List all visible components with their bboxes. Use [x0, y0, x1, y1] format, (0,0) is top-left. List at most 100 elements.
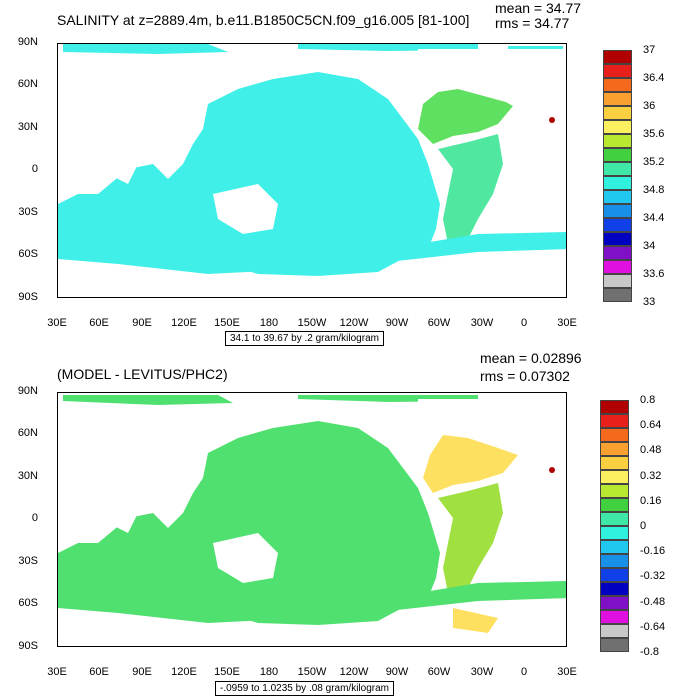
lat-label: 60N — [17, 427, 38, 439]
colorbar-swatch — [600, 568, 629, 582]
colorbar-swatch — [600, 484, 629, 498]
lat-label: 90S — [18, 640, 38, 652]
colorbar-swatch — [603, 232, 632, 246]
colorbar-swatch — [603, 190, 632, 204]
colorbar: 0.8 0.64 0.48 0.32 0.16 0 -0.16 -0.32 -0.48 -0.64… — [600, 394, 695, 658]
colorbar-label: -0.64 — [640, 620, 666, 633]
north-atlantic — [418, 89, 513, 144]
colorbar-swatch — [600, 540, 629, 554]
colorbar-swatch — [603, 218, 632, 232]
lon-label: 120W — [339, 666, 369, 678]
panel-title: SALINITY at z=2889.4m, b.e11.B1850C5CN.f… — [57, 12, 470, 28]
rms-value: rms = 0.07302 — [480, 368, 570, 384]
colorbar-swatch — [603, 288, 632, 302]
colorbar-swatch — [600, 456, 629, 470]
colorbar-label: 0.8 — [640, 394, 656, 406]
colorbar-swatch — [600, 470, 629, 484]
australia-land — [213, 533, 278, 583]
colorbar-swatch — [603, 274, 632, 288]
mean-value: mean = 0.02896 — [480, 350, 582, 366]
lat-label: 30N — [17, 121, 38, 133]
north-atlantic — [423, 435, 518, 493]
colorbar-label: 0.64 — [640, 419, 662, 432]
hotspot-marker — [549, 117, 555, 123]
colorbar-label: 33.6 — [643, 268, 665, 280]
colorbar-swatch — [603, 134, 632, 148]
colorbar-label: -0.8 — [640, 646, 659, 658]
colorbar-swatch — [600, 512, 629, 526]
colorbar-swatch — [600, 442, 629, 456]
panel-title: (MODEL - LEVITUS/PHC2) — [57, 366, 228, 382]
south-atlantic — [438, 134, 503, 244]
lon-label: 30E — [47, 666, 67, 678]
lon-label: 0 — [520, 666, 528, 678]
colorbar-label: 0 — [640, 520, 647, 532]
colorbar-swatch — [600, 638, 629, 652]
lat-label: 30N — [17, 470, 38, 482]
lon-label: 30E — [557, 317, 577, 329]
lon-label: 60W — [427, 317, 451, 329]
colorbar-swatch — [600, 596, 629, 610]
mean-value: mean = 34.77 — [495, 0, 582, 16]
lon-label: 120E — [171, 317, 197, 329]
colorbar-label: 0.16 — [640, 494, 662, 507]
colorbar-swatch — [600, 400, 629, 414]
lon-label: 180 — [259, 317, 279, 329]
salinity-map — [57, 43, 567, 298]
colorbar-swatch — [603, 204, 632, 218]
lat-label: 90N — [17, 36, 38, 48]
india-land — [98, 134, 143, 184]
lat-label: 30S — [18, 555, 38, 567]
colorbar-swatch — [603, 120, 632, 134]
lon-label: 90E — [132, 666, 152, 678]
india-land — [98, 483, 143, 533]
colorbar-label: 34.4 — [643, 212, 665, 224]
lon-label: 90E — [132, 317, 152, 329]
lat-label: 90N — [17, 385, 38, 397]
colorbar-label: 0.48 — [640, 444, 662, 457]
southern-ocean — [58, 232, 566, 274]
colorbar-label: -0.32 — [640, 570, 666, 583]
difference-panel: (MODEL - LEVITUS/PHC2) mean = 0.02896 rm… — [0, 350, 700, 700]
arctic-ocean-west — [63, 44, 228, 54]
colorbar-swatch — [600, 428, 629, 442]
colorbar-label: -0.16 — [640, 545, 666, 558]
colorbar-swatch — [603, 64, 632, 78]
colorbar-label: -0.48 — [640, 595, 666, 608]
colorbar-label: 35.2 — [643, 156, 665, 168]
south-atlantic-anomaly — [453, 608, 498, 633]
lat-label: 0 — [31, 512, 38, 524]
rms-value: rms = 34.77 — [495, 15, 570, 31]
pacific-indian-ocean — [58, 72, 440, 276]
arctic-ocean-west — [63, 395, 233, 405]
lon-label: 60E — [89, 317, 109, 329]
contour-info: -.0959 to 1.0235 by .08 gram/kilogram — [215, 681, 394, 696]
colorbar-swatch — [603, 260, 632, 274]
lon-label: 0 — [520, 317, 528, 329]
lon-label: 30W — [470, 666, 494, 678]
south-atlantic — [438, 483, 503, 593]
lon-label: 60E — [89, 666, 109, 678]
lon-label: 30W — [470, 317, 494, 329]
colorbar-swatch — [600, 624, 629, 638]
southern-ocean — [58, 581, 566, 623]
lat-label: 60S — [18, 248, 38, 260]
colorbar-swatch — [600, 526, 629, 540]
colorbar-swatch — [600, 582, 629, 596]
lon-label: 90W — [385, 317, 409, 329]
hotspot-marker — [549, 467, 555, 473]
colorbar-swatch — [600, 498, 629, 512]
colorbar-label: 34 — [643, 240, 656, 252]
lon-label: 150E — [214, 317, 240, 329]
greenland-europe-land — [418, 399, 566, 451]
colorbar-swatch — [600, 414, 629, 428]
lon-label: 90W — [385, 666, 409, 678]
lon-label: 120E — [171, 666, 197, 678]
colorbar-swatch — [603, 162, 632, 176]
colorbar-swatch — [603, 78, 632, 92]
lon-label: 150E — [214, 666, 240, 678]
lat-label: 90S — [18, 291, 38, 303]
colorbar-swatch — [600, 554, 629, 568]
greenland-europe-land — [418, 49, 566, 104]
lon-label: 30E — [557, 666, 577, 678]
